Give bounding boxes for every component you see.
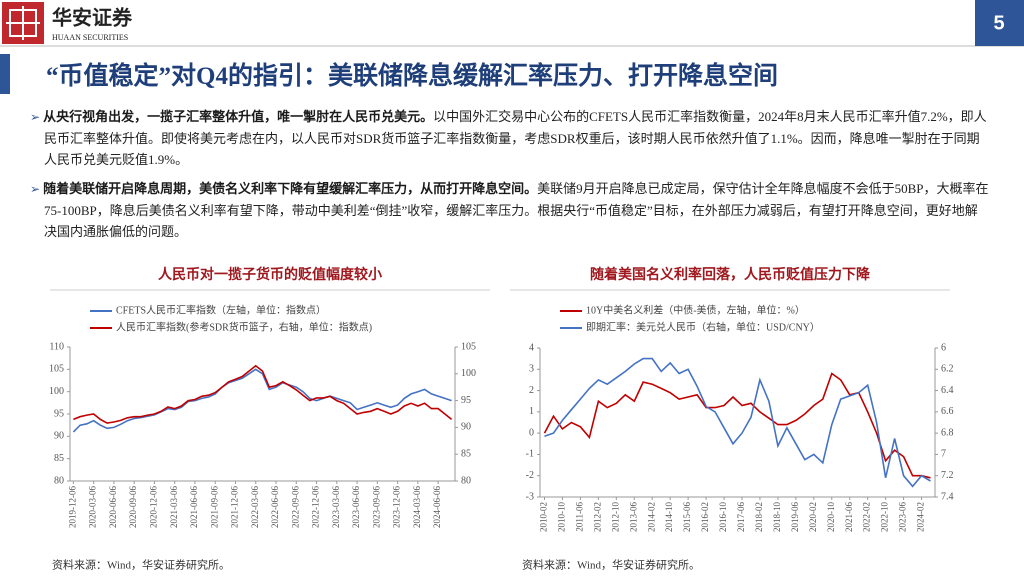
series-line xyxy=(544,357,931,488)
bullet-text: 以中国外汇交易中心公布的CFETS人民币汇率指数衡量，2024年8月末人民币汇率… xyxy=(44,109,987,167)
chart-title: 随着美国名义利率回落，人民币贬值压力下降 xyxy=(590,266,871,283)
x-tick-label: 2022-06-06 xyxy=(270,486,280,528)
x-tick-label: 2020-06-06 xyxy=(108,486,118,528)
x-tick-label: 2022-02 xyxy=(862,502,872,532)
x-tick-label: 2022-12-06 xyxy=(311,486,321,528)
y2-tick-label: 95 xyxy=(461,395,471,406)
y2-tick-label: 80 xyxy=(461,475,471,486)
slide-title: “币值稳定”对Q4的指引：美联储降息缓解汇率压力、打开降息空间 xyxy=(46,63,778,90)
y-tick-label: 95 xyxy=(54,408,64,419)
x-tick-label: 2018-10 xyxy=(772,502,782,532)
bullet: ➢ 随着美联储开启降息周期，美债名义利率下降有望缓解汇率压力，从而打开降息空间。… xyxy=(30,181,989,239)
x-tick-label: 2022-03-06 xyxy=(250,486,260,528)
x-tick-label: 2023-12-06 xyxy=(392,486,402,528)
x-tick-label: 2021-12-06 xyxy=(230,486,240,528)
y-tick-label: 4 xyxy=(529,342,534,353)
x-tick-label: 2020-10 xyxy=(826,502,836,532)
x-tick-label: 2024-06-06 xyxy=(432,486,442,528)
x-tick-label: 2017-06 xyxy=(736,502,746,532)
x-tick-label: 2016-02 xyxy=(700,502,710,532)
y-tick-label: 110 xyxy=(49,341,64,352)
x-tick-label: 2022-10 xyxy=(880,502,890,532)
y-tick-label: 105 xyxy=(49,364,64,375)
page-number: 5 xyxy=(993,12,1004,34)
logo-text: 华安证券 xyxy=(52,6,133,30)
x-tick-label: 2014-10 xyxy=(664,502,674,532)
x-tick-label: 2012-02 xyxy=(592,502,602,532)
y-tick-label: 100 xyxy=(49,386,64,397)
x-tick-label: 2023-03-06 xyxy=(331,486,341,528)
y-tick-label: 85 xyxy=(54,453,64,464)
series-line xyxy=(543,372,931,479)
bullet-lead: 从央行视角出发，一揽子汇率整体升值，唯一掣肘在人民币兑美元。 xyxy=(43,109,434,124)
x-tick-label: 2021-06-06 xyxy=(189,486,199,528)
y2-tick-label: 6 xyxy=(941,342,946,353)
y2-tick-label: 6.2 xyxy=(941,364,954,375)
chart-title: 人民币对一揽子货币的贬值幅度较小 xyxy=(158,266,382,283)
y-tick-label: 1 xyxy=(529,406,534,417)
x-tick-label: 2015-06 xyxy=(682,502,692,532)
x-tick-label: 2021-06 xyxy=(844,502,854,532)
source-note: 资料来源：Wind，华安证券研究所。 xyxy=(52,558,230,572)
x-tick-label: 2012-10 xyxy=(610,502,620,532)
y-tick-label: 3 xyxy=(529,364,534,375)
legend-label: 人民币汇率指数(参考SDR货币篮子，右轴，单位：指数点) xyxy=(116,320,372,333)
legend-label: 即期汇率：美元兑人民币（右轴，单位：USD/CNY） xyxy=(586,320,820,333)
y-tick-label: 80 xyxy=(54,475,64,486)
y-tick-label: 2 xyxy=(529,385,534,396)
y2-tick-label: 100 xyxy=(461,368,476,379)
legend-label: 10Y中美名义利差（中债-美债，左轴，单位：%） xyxy=(586,303,805,316)
x-tick-label: 2021-09-06 xyxy=(209,486,219,528)
y2-tick-label: 7.2 xyxy=(941,470,954,481)
bullet: ➢ 从央行视角出发，一揽子汇率整体升值，唯一掣肘在人民币兑美元。以中国外汇交易中… xyxy=(30,109,987,167)
x-tick-label: 2010-10 xyxy=(557,502,567,532)
y-tick-label: 90 xyxy=(54,431,64,442)
x-tick-label: 2014-02 xyxy=(646,502,656,532)
series-line xyxy=(73,364,453,424)
x-tick-label: 2023-09-06 xyxy=(371,486,381,528)
x-tick-label: 2020-09-06 xyxy=(128,486,138,528)
y-tick-label: -2 xyxy=(526,470,534,481)
x-tick-label: 2018-02 xyxy=(754,502,764,532)
series-line xyxy=(72,368,452,433)
x-tick-label: 2010-02 xyxy=(539,502,549,532)
x-tick-label: 2024-03-06 xyxy=(412,486,422,528)
y2-tick-label: 7.4 xyxy=(941,491,954,502)
legend-label: CFETS人民币汇率指数（左轴，单位：指数点） xyxy=(116,303,326,316)
x-tick-label: 2020-12-06 xyxy=(148,486,158,528)
y2-tick-label: 90 xyxy=(461,422,471,433)
source-note: 资料来源：Wind，华安证券研究所。 xyxy=(522,558,700,572)
x-tick-label: 2023-06-06 xyxy=(351,486,361,528)
bullet-lead: 随着美联储开启降息周期，美债名义利率下降有望缓解汇率压力，从而打开降息空间。 xyxy=(43,181,538,196)
y2-tick-label: 6.4 xyxy=(941,385,954,396)
x-tick-label: 2011-06 xyxy=(574,502,584,532)
y2-tick-label: 6.8 xyxy=(941,427,954,438)
x-tick-label: 2020-03-06 xyxy=(88,486,98,528)
y-tick-label: 0 xyxy=(529,427,534,438)
x-tick-label: 2013-06 xyxy=(628,502,638,532)
y2-tick-label: 85 xyxy=(461,448,471,459)
x-tick-label: 2020-02 xyxy=(808,502,818,532)
y-tick-label: -1 xyxy=(526,449,534,460)
y-tick-label: -3 xyxy=(526,491,534,502)
x-tick-label: 2019-12-06 xyxy=(67,486,77,528)
x-tick-label: 2019-06 xyxy=(790,502,800,532)
y2-tick-label: 105 xyxy=(461,341,476,352)
x-tick-label: 2024-02 xyxy=(916,502,926,532)
y2-tick-label: 7 xyxy=(941,449,946,460)
x-tick-label: 2023-06 xyxy=(898,502,908,532)
x-tick-label: 2021-03-06 xyxy=(169,486,179,528)
bullet-text: 美联储9月开启降息已成定局，保守估计全年降息幅度不会低于50BP，大概率在75-… xyxy=(44,181,989,239)
title-bar xyxy=(0,54,10,94)
logo-subtext: HUAAN SECURITIES xyxy=(52,33,128,42)
x-tick-label: 2016-10 xyxy=(718,502,728,532)
x-tick-label: 2022-09-06 xyxy=(290,486,300,528)
page-number-box xyxy=(975,0,1024,46)
y2-tick-label: 6.6 xyxy=(941,406,954,417)
